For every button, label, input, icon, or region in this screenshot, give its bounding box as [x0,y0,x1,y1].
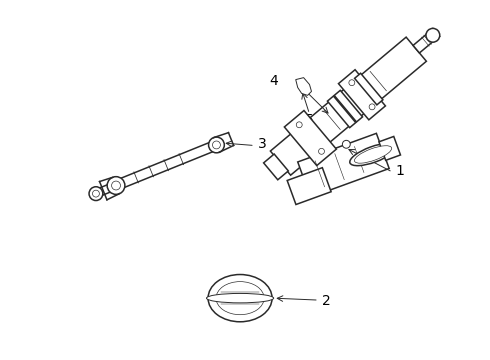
Text: 1: 1 [395,164,405,178]
Polygon shape [284,111,336,166]
Polygon shape [379,136,400,160]
Ellipse shape [216,282,264,315]
Text: 4: 4 [270,75,278,89]
Text: 5: 5 [305,113,313,127]
Polygon shape [298,133,389,197]
Circle shape [112,181,121,190]
Polygon shape [413,33,435,53]
Polygon shape [98,183,114,196]
Circle shape [93,190,99,197]
Polygon shape [296,78,312,95]
Ellipse shape [350,143,396,166]
Polygon shape [287,168,331,204]
Polygon shape [270,37,426,175]
Circle shape [213,141,220,149]
Polygon shape [264,154,288,180]
Ellipse shape [354,146,392,163]
Circle shape [107,177,125,194]
Circle shape [343,140,350,148]
Circle shape [89,187,103,201]
Text: 2: 2 [322,294,331,308]
Ellipse shape [206,293,274,303]
Circle shape [369,104,375,110]
Polygon shape [355,73,383,105]
Text: 3: 3 [258,138,267,152]
Polygon shape [334,90,363,122]
Circle shape [426,28,440,42]
Circle shape [209,137,224,153]
Circle shape [318,148,324,154]
Polygon shape [114,140,218,190]
Circle shape [349,80,355,86]
Ellipse shape [208,275,272,322]
Polygon shape [339,70,386,120]
Polygon shape [327,96,356,128]
Circle shape [296,122,302,128]
